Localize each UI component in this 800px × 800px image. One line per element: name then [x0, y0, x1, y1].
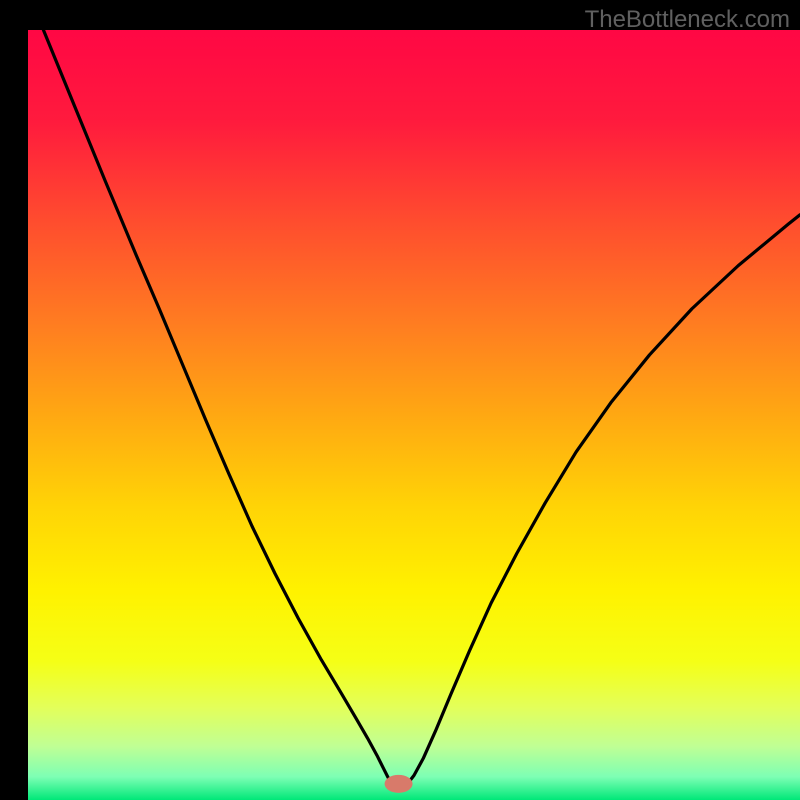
- plot-area: [28, 30, 800, 800]
- chart-svg-layer: [28, 30, 800, 800]
- watermark-text: TheBottleneck.com: [585, 6, 790, 34]
- bottleneck-chart: TheBottleneck.com: [0, 0, 800, 800]
- bottleneck-curve: [43, 30, 800, 788]
- optimal-point-marker: [385, 775, 413, 793]
